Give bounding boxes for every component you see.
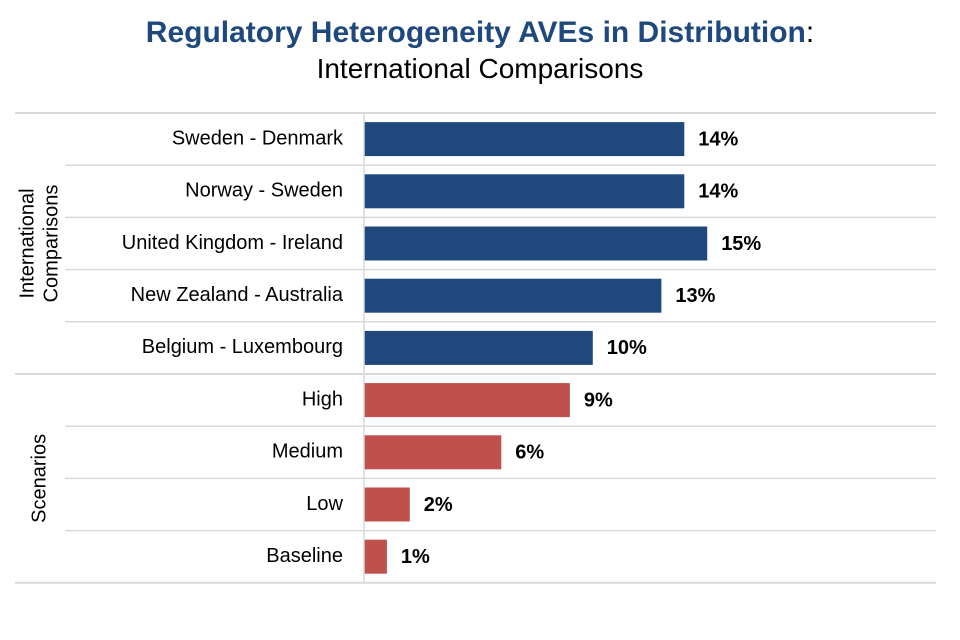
data-label: 14%: [698, 181, 738, 203]
category-label: Baseline: [266, 545, 343, 567]
bar: [364, 435, 502, 470]
group-label: International: [16, 188, 38, 298]
category-label: Belgium - Luxembourg: [142, 336, 343, 358]
bar: [364, 278, 662, 313]
category-label: United Kingdom - Ireland: [122, 232, 343, 254]
data-label: 14%: [698, 128, 738, 150]
bar: [364, 383, 570, 418]
data-label: 9%: [584, 389, 613, 411]
category-label: High: [302, 388, 343, 410]
category-label: Norway - Sweden: [185, 180, 343, 202]
data-label: 6%: [515, 442, 544, 464]
bar: [364, 174, 685, 209]
bar: [364, 487, 410, 522]
bar: [364, 539, 387, 574]
chart-title: Regulatory Heterogeneity AVEs in Distrib…: [0, 14, 960, 86]
bar: [364, 330, 593, 365]
title-main: Regulatory Heterogeneity AVEs in Distrib…: [145, 16, 806, 49]
data-label: 2%: [424, 494, 453, 516]
data-label: 1%: [401, 546, 430, 568]
chart-subtitle: International Comparisons: [316, 53, 644, 84]
data-label: 13%: [675, 285, 715, 307]
bar: [364, 122, 685, 157]
category-label: Low: [306, 493, 343, 515]
bar: [364, 226, 708, 261]
data-label: 15%: [721, 233, 761, 255]
group-label: Scenarios: [28, 434, 50, 523]
category-label: Medium: [272, 441, 343, 463]
group-label: Comparisons: [40, 185, 62, 303]
category-label: Sweden - Denmark: [172, 127, 344, 149]
title-colon: :: [805, 16, 815, 49]
data-label: 10%: [607, 337, 647, 359]
category-label: New Zealand - Australia: [131, 284, 344, 306]
title-line-1: Regulatory Heterogeneity AVEs in Distrib…: [0, 14, 960, 52]
